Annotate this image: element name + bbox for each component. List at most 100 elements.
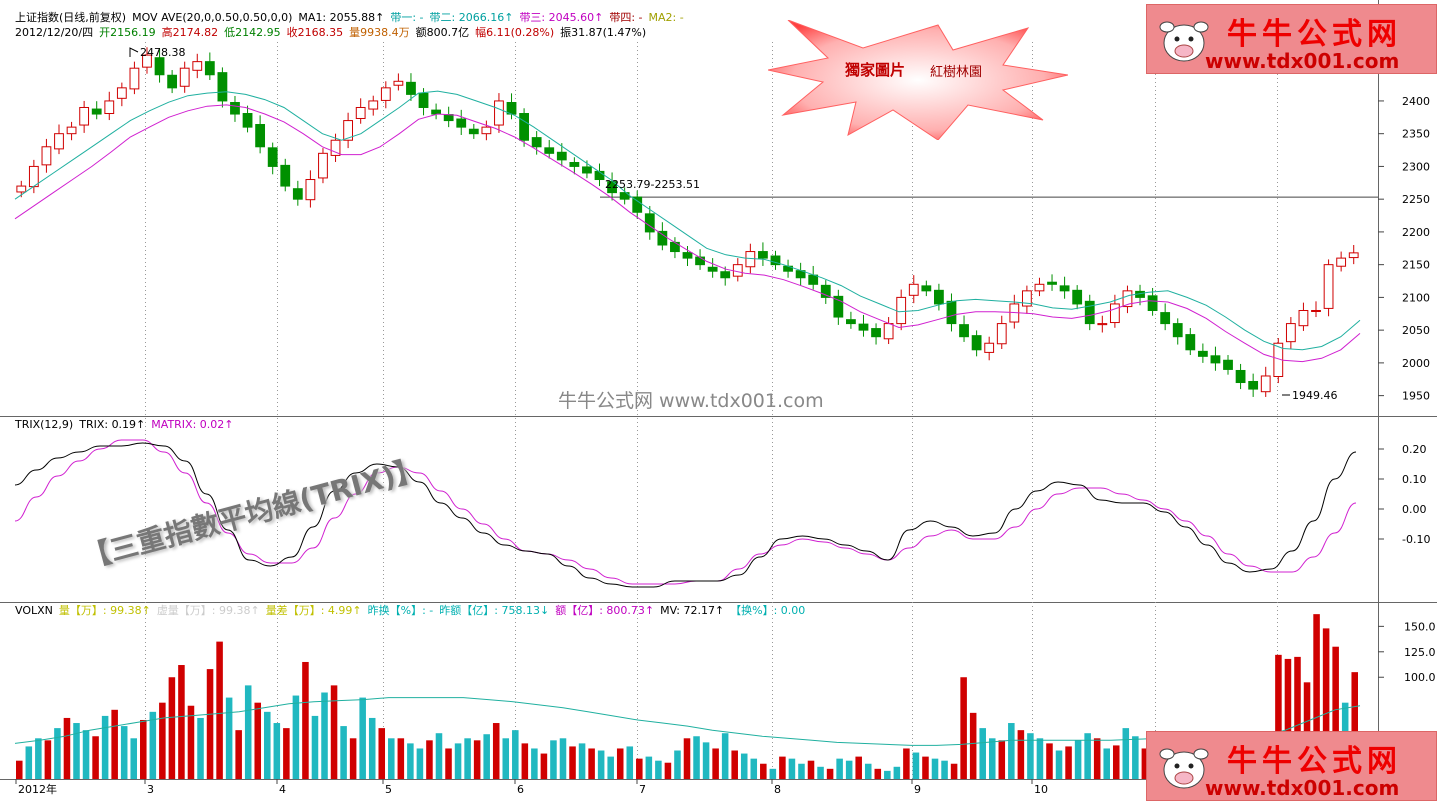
volume-bar-6 (73, 723, 80, 779)
candle-20 (267, 142, 278, 175)
x-tick-label-2: 4 (279, 783, 286, 796)
volume-bar-21 (216, 641, 223, 779)
volume-bar-49 (483, 734, 490, 779)
candle-body-103 (1311, 309, 1321, 312)
volume-bar-40 (397, 738, 405, 779)
candle-34 (443, 106, 454, 128)
volume-bar-64 (626, 746, 634, 779)
logo-url-top: www.tdx001.com (1205, 49, 1400, 73)
candle-body-63 (808, 274, 819, 285)
cow-icon (1159, 748, 1209, 789)
candle-31 (406, 73, 416, 101)
x-tick-label-5: 7 (639, 783, 646, 796)
header2-item-2: 高2174.82 (161, 26, 219, 39)
volume-bar-90 (874, 768, 882, 779)
candle-body-12 (167, 74, 178, 89)
candle-body-102 (1298, 309, 1309, 327)
x-tick-label-7: 9 (914, 783, 921, 796)
candle-82 (1047, 274, 1057, 291)
volume-bar-71 (693, 736, 700, 779)
candle-body-9 (129, 67, 140, 90)
candle-40 (519, 108, 529, 147)
candle-18 (242, 105, 253, 133)
candle-body-104 (1323, 264, 1334, 309)
candle-17 (230, 95, 240, 122)
candle-body-92 (1172, 323, 1183, 338)
volume-bar-113 (1093, 738, 1101, 779)
candle-12 (167, 70, 178, 94)
volume-bar-106 (1027, 733, 1034, 779)
volume-bar-12 (130, 738, 138, 779)
header1-item-4: 带二: 2066.16↑ (429, 11, 514, 24)
candle-body-93 (1185, 334, 1196, 351)
header2-item-3: 低2142.95 (224, 26, 281, 39)
candle-body-40 (519, 113, 529, 141)
candle-body-85 (1084, 300, 1095, 325)
candle-body-23 (305, 179, 316, 201)
volume-bar-85 (826, 768, 834, 779)
candle-body-82 (1047, 281, 1057, 285)
candle-body-53 (682, 252, 693, 259)
candle-body-55 (707, 266, 718, 272)
price-tick-label-1: 2350 (1402, 128, 1430, 141)
candle-body-25 (330, 139, 341, 156)
volume-bar-0 (16, 760, 23, 779)
candle-body-34 (443, 114, 454, 122)
volume-bar-80 (779, 756, 786, 779)
candle-60 (770, 250, 781, 270)
candle-body-17 (230, 102, 240, 115)
volume-bar-16 (168, 677, 176, 779)
volume-bar-36 (359, 697, 366, 779)
x-tick-label-4: 6 (517, 783, 524, 796)
candle-24 (318, 148, 328, 184)
vol-header-item-6: 额【亿】: 800.73↑ (555, 604, 655, 617)
volume-bar-118 (1141, 748, 1149, 779)
candle-106 (1348, 245, 1359, 265)
candle-body-28 (368, 100, 379, 110)
header1-item-0: 上证指数(日线,前复权) (15, 11, 127, 24)
volume-bar-91 (884, 770, 891, 779)
candle-94 (1197, 343, 1208, 363)
candle-91 (1160, 303, 1171, 331)
volume-bar-79 (769, 768, 777, 779)
volume-ma-line (14, 697, 1361, 746)
center-watermark: 牛牛公式网 www.tdx001.com (558, 390, 824, 412)
volume-bar-48 (473, 740, 481, 779)
header2-item-6: 额800.7亿 (415, 26, 470, 39)
volume-bar-41 (407, 743, 414, 779)
candle-21 (280, 158, 291, 192)
candle-70 (896, 289, 907, 331)
trix-header-item-2: MATRIX: 0.02↑ (151, 418, 234, 431)
candle-11 (154, 48, 165, 83)
trix-tick-label-3: -0.10 (1402, 533, 1430, 546)
price-tick-label-5: 2150 (1402, 259, 1430, 272)
candle-92 (1172, 318, 1183, 345)
volume-bar-78 (760, 763, 767, 779)
candle-81 (1034, 277, 1045, 297)
price-tick-label-7: 2050 (1402, 324, 1430, 337)
candle-body-75 (959, 324, 969, 338)
volume-bar-99 (960, 677, 967, 779)
trix-header: TRIX(12,9) TRIX: 0.19↑ MATRIX: 0.02↑ (15, 418, 240, 431)
volume-bar-27 (273, 723, 281, 779)
volume-bar-50 (492, 723, 500, 779)
logo-badge-top: 牛牛公式网 www.tdx001.com (1146, 4, 1437, 74)
candle-23 (305, 170, 316, 208)
candle-5 (79, 100, 90, 133)
candle-body-68 (871, 328, 881, 338)
candle-body-42 (544, 147, 555, 154)
vol-header-item-5: 昨额【亿】: 758.13↓ (439, 604, 550, 617)
volume-bar-33 (330, 685, 338, 779)
candle-body-22 (292, 188, 303, 200)
volume-bar-13 (140, 719, 147, 779)
ma-teal-line (14, 90, 1361, 351)
candle-body-76 (971, 335, 982, 351)
volume-bar-98 (950, 763, 958, 779)
volume-bar-84 (817, 766, 824, 779)
volume-bar-43 (426, 740, 433, 779)
volume-bar-133 (1284, 658, 1292, 779)
logo-badge-bottom: 牛牛公式网 www.tdx001.com (1146, 731, 1437, 801)
candle-61 (783, 259, 793, 278)
volume-bar-19 (197, 717, 204, 779)
